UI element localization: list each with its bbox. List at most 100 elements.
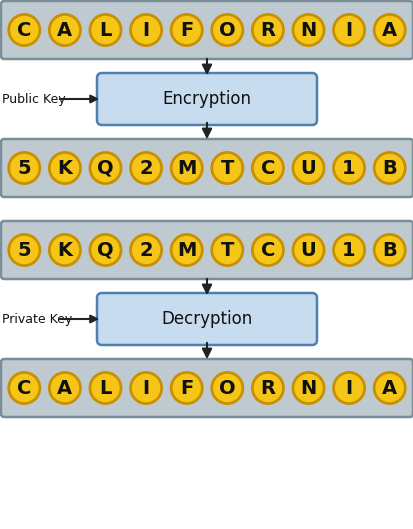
Text: 2: 2 bbox=[139, 159, 152, 178]
Text: R: R bbox=[260, 21, 275, 40]
Circle shape bbox=[132, 154, 159, 181]
Text: A: A bbox=[381, 21, 396, 40]
Circle shape bbox=[170, 372, 202, 404]
Circle shape bbox=[375, 16, 402, 43]
Circle shape bbox=[294, 154, 321, 181]
Text: K: K bbox=[57, 159, 72, 178]
Circle shape bbox=[89, 372, 121, 404]
Circle shape bbox=[292, 234, 324, 266]
Circle shape bbox=[92, 375, 119, 402]
FancyBboxPatch shape bbox=[1, 139, 412, 197]
Circle shape bbox=[335, 16, 362, 43]
Circle shape bbox=[332, 14, 364, 46]
Circle shape bbox=[294, 16, 321, 43]
Text: I: I bbox=[345, 21, 352, 40]
Text: I: I bbox=[142, 379, 150, 397]
Circle shape bbox=[211, 372, 243, 404]
Circle shape bbox=[170, 152, 202, 184]
Circle shape bbox=[89, 14, 121, 46]
Circle shape bbox=[49, 152, 81, 184]
Circle shape bbox=[173, 236, 200, 263]
Circle shape bbox=[132, 375, 159, 402]
Text: L: L bbox=[99, 21, 112, 40]
Text: 5: 5 bbox=[17, 241, 31, 260]
Circle shape bbox=[373, 372, 405, 404]
Text: C: C bbox=[260, 241, 274, 260]
FancyBboxPatch shape bbox=[1, 1, 412, 59]
Circle shape bbox=[51, 154, 78, 181]
Circle shape bbox=[292, 152, 324, 184]
Circle shape bbox=[8, 152, 40, 184]
Text: 2: 2 bbox=[139, 241, 152, 260]
Circle shape bbox=[173, 16, 200, 43]
Circle shape bbox=[173, 375, 200, 402]
Circle shape bbox=[292, 14, 324, 46]
Text: R: R bbox=[260, 379, 275, 397]
Circle shape bbox=[89, 234, 121, 266]
Text: I: I bbox=[142, 21, 150, 40]
Text: M: M bbox=[177, 159, 196, 178]
Circle shape bbox=[51, 236, 78, 263]
Text: Encryption: Encryption bbox=[162, 90, 251, 108]
Circle shape bbox=[292, 372, 324, 404]
Circle shape bbox=[11, 16, 38, 43]
Circle shape bbox=[373, 14, 405, 46]
Circle shape bbox=[211, 234, 243, 266]
Text: N: N bbox=[300, 379, 316, 397]
Circle shape bbox=[254, 236, 281, 263]
FancyBboxPatch shape bbox=[97, 293, 316, 345]
Circle shape bbox=[92, 154, 119, 181]
Circle shape bbox=[294, 236, 321, 263]
Circle shape bbox=[335, 375, 362, 402]
Text: U: U bbox=[300, 241, 316, 260]
Circle shape bbox=[170, 14, 202, 46]
Circle shape bbox=[213, 16, 240, 43]
Circle shape bbox=[251, 234, 283, 266]
Text: N: N bbox=[300, 21, 316, 40]
Text: C: C bbox=[260, 159, 274, 178]
Text: A: A bbox=[57, 379, 72, 397]
Text: A: A bbox=[57, 21, 72, 40]
Circle shape bbox=[49, 234, 81, 266]
Circle shape bbox=[254, 154, 281, 181]
Circle shape bbox=[89, 152, 121, 184]
Circle shape bbox=[375, 375, 402, 402]
Text: 5: 5 bbox=[17, 159, 31, 178]
Circle shape bbox=[51, 16, 78, 43]
Circle shape bbox=[251, 372, 283, 404]
Circle shape bbox=[335, 236, 362, 263]
FancyBboxPatch shape bbox=[1, 221, 412, 279]
Circle shape bbox=[8, 14, 40, 46]
FancyBboxPatch shape bbox=[1, 359, 412, 417]
Text: Private Key: Private Key bbox=[2, 313, 72, 325]
Text: F: F bbox=[180, 21, 193, 40]
Text: B: B bbox=[381, 159, 396, 178]
Text: T: T bbox=[220, 241, 233, 260]
Circle shape bbox=[8, 372, 40, 404]
Circle shape bbox=[130, 14, 162, 46]
Text: A: A bbox=[381, 379, 396, 397]
Circle shape bbox=[130, 152, 162, 184]
Text: Decryption: Decryption bbox=[161, 310, 252, 328]
Circle shape bbox=[294, 375, 321, 402]
Circle shape bbox=[49, 14, 81, 46]
Circle shape bbox=[170, 234, 202, 266]
Text: B: B bbox=[381, 241, 396, 260]
Text: U: U bbox=[300, 159, 316, 178]
Circle shape bbox=[213, 236, 240, 263]
Text: L: L bbox=[99, 379, 112, 397]
Circle shape bbox=[332, 372, 364, 404]
Text: O: O bbox=[218, 379, 235, 397]
FancyBboxPatch shape bbox=[97, 73, 316, 125]
Circle shape bbox=[373, 152, 405, 184]
Circle shape bbox=[132, 236, 159, 263]
Text: F: F bbox=[180, 379, 193, 397]
Circle shape bbox=[211, 14, 243, 46]
Circle shape bbox=[332, 152, 364, 184]
Circle shape bbox=[51, 375, 78, 402]
Circle shape bbox=[11, 375, 38, 402]
Text: C: C bbox=[17, 21, 31, 40]
Text: I: I bbox=[345, 379, 352, 397]
Circle shape bbox=[130, 234, 162, 266]
Circle shape bbox=[335, 154, 362, 181]
